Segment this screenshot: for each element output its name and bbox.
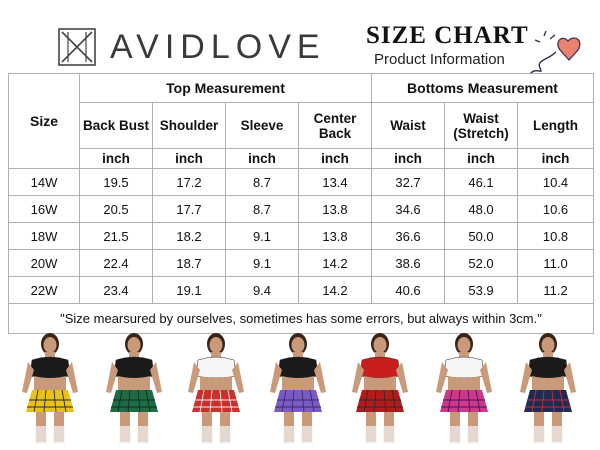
measurement-cell: 18.7	[152, 249, 226, 277]
measurement-cell: 46.1	[444, 168, 519, 196]
measurement-cell: 11.0	[517, 249, 595, 277]
column-header: Length	[517, 102, 595, 149]
measurement-cell: 14.2	[297, 276, 373, 304]
column-header: Back Bust	[79, 102, 153, 149]
table-row: 20W 22.4 18.7 9.1 14.2 38.6 52.0 11.0	[8, 249, 595, 277]
column-header-label-line2: (Stretch)	[453, 125, 509, 141]
measurement-cell: 13.8	[297, 195, 373, 223]
header: AVIDLOVE SIZE CHART Product Information	[0, 0, 600, 75]
measurement-cell: 9.4	[225, 276, 299, 304]
model-photo	[352, 333, 408, 444]
measurement-note: "Size mearsured by ourselves, sometimes …	[7, 303, 595, 334]
column-header-label: Waist	[390, 118, 426, 133]
measurement-cell: 8.7	[225, 168, 299, 196]
column-header-label: Length	[533, 118, 579, 133]
model-photo	[520, 333, 576, 444]
column-header: Sleeve	[225, 102, 299, 149]
size-cell: 18W	[8, 222, 80, 250]
unit-cell: inch	[371, 148, 446, 169]
units-row: inch inch inch inch inch inch inch	[9, 148, 595, 169]
column-header: Waist (Stretch)	[444, 102, 519, 149]
measurement-cell: 48.0	[444, 195, 519, 223]
column-header-label: Center	[313, 110, 357, 126]
measurement-cell: 17.7	[152, 195, 226, 223]
size-chart-title: SIZE CHART	[366, 22, 529, 49]
measurement-cell: 13.8	[297, 222, 373, 250]
measurement-cell: 23.4	[79, 276, 153, 304]
measurement-cell: 21.5	[79, 222, 153, 250]
column-header-label: Sleeve	[240, 118, 284, 133]
measurement-cell: 10.6	[517, 195, 595, 223]
measurement-cell: 10.4	[517, 168, 595, 196]
column-headers-row: Back Bust Shoulder Sleeve Center Back Waist Wa…	[9, 102, 595, 149]
column-header-label: Back Bust	[82, 118, 150, 133]
column-header-label-line2: Back	[318, 125, 352, 141]
brand-name: AVIDLOVE	[110, 28, 326, 66]
column-header: Waist	[371, 102, 446, 149]
measurement-cell: 50.0	[444, 222, 519, 250]
unit-cell: inch	[517, 148, 595, 169]
heart-decoration-icon	[529, 30, 581, 75]
size-cell: 16W	[8, 195, 80, 223]
column-header: Shoulder	[152, 102, 226, 149]
unit-cell: inch	[297, 148, 373, 169]
measurement-cell: 14.2	[297, 249, 373, 277]
measurement-cell: 10.8	[517, 222, 595, 250]
size-chart-table: Size Top Measurement Bottoms Measurement…	[7, 73, 595, 334]
measurement-cell: 8.7	[225, 195, 299, 223]
measurement-cell: 34.6	[371, 195, 446, 223]
brand-logo-icon	[58, 28, 96, 66]
column-header-label: Waist	[463, 110, 499, 126]
measurement-cell: 19.5	[79, 168, 153, 196]
table-row: 18W 21.5 18.2 9.1 13.8 36.6 50.0 10.8	[8, 222, 595, 250]
table-row: 22W 23.4 19.1 9.4 14.2 40.6 53.9 11.2	[8, 276, 595, 304]
measurement-cell: 9.1	[225, 249, 299, 277]
model-photo	[188, 333, 244, 444]
size-cell: 14W	[8, 168, 80, 196]
model-photo	[106, 333, 162, 444]
top-measurement-header: Top Measurement	[78, 73, 373, 103]
measurement-cell: 36.6	[371, 222, 446, 250]
measurement-cell: 52.0	[444, 249, 519, 277]
model-photo	[436, 333, 492, 444]
measurement-cell: 13.4	[297, 168, 373, 196]
measurement-cell: 11.2	[517, 276, 595, 304]
model-photo	[270, 333, 326, 444]
measurement-cell: 20.5	[79, 195, 153, 223]
bottoms-measurement-header: Bottoms Measurement	[371, 73, 595, 103]
measurement-cell: 9.1	[225, 222, 299, 250]
size-cell: 20W	[8, 249, 80, 277]
measurement-cell: 32.7	[371, 168, 446, 196]
unit-cell: inch	[444, 148, 519, 169]
column-header-label: Shoulder	[159, 118, 219, 133]
column-header: Center Back	[297, 102, 373, 149]
measurement-cell: 40.6	[371, 276, 446, 304]
measurement-cell: 17.2	[152, 168, 226, 196]
measurement-cell: 22.4	[79, 249, 153, 277]
table-row: 14W 19.5 17.2 8.7 13.4 32.7 46.1 10.4	[8, 168, 595, 196]
model-photo-strip	[0, 330, 600, 450]
measurement-cell: 38.6	[371, 249, 446, 277]
model-photo	[22, 333, 78, 444]
size-column-header: Size	[8, 73, 80, 169]
unit-cell: inch	[152, 148, 226, 169]
measurement-cell: 19.1	[152, 276, 226, 304]
unit-cell: inch	[79, 148, 153, 169]
table-row: 16W 20.5 17.7 8.7 13.8 34.6 48.0 10.6	[8, 195, 595, 223]
size-cell: 22W	[8, 276, 80, 304]
measurement-cell: 18.2	[152, 222, 226, 250]
measurement-cell: 53.9	[444, 276, 519, 304]
product-info-subtitle: Product Information	[374, 51, 505, 68]
unit-cell: inch	[225, 148, 299, 169]
